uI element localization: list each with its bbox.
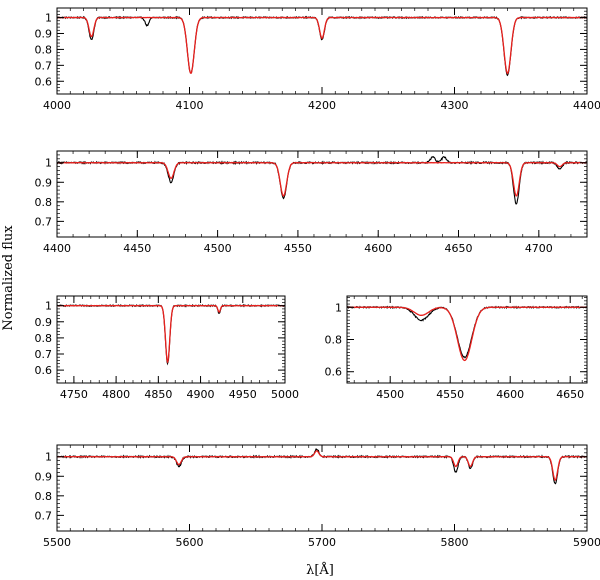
x-tick-label: 4750 xyxy=(60,388,88,401)
series-line-model xyxy=(57,304,285,364)
panels: 4000 4100 4200 4300 4400 0.6 0.7 0.8 0.9 1 4400 445… xyxy=(35,7,600,549)
spectrum-panel-4: 4500 4550 4600 4650 0.6 0.8 1 xyxy=(325,295,588,401)
spectrum-panel-2: 4400 4450 4500 4550 4600 4650 4700 0.7 0.8 0.9 1 xyxy=(35,150,588,255)
x-tick-label: 4550 xyxy=(284,242,312,255)
series-line-observed xyxy=(57,448,587,485)
x-axis-title: λ[Å] xyxy=(306,562,334,578)
series-line-model xyxy=(57,450,587,481)
y-tick-label: 0.7 xyxy=(35,215,53,228)
x-tick-label: 4600 xyxy=(364,242,392,255)
y-tick-label: 1 xyxy=(45,300,52,313)
x-tick-label: 5800 xyxy=(441,536,469,549)
y-axis-title: Normalized flux xyxy=(1,225,16,331)
series-line-model xyxy=(57,16,587,75)
series-line-observed xyxy=(347,305,587,359)
y-tick-label: 0.6 xyxy=(325,366,343,379)
series-line-observed xyxy=(57,156,587,205)
spectrum-panel-1: 4000 4100 4200 4300 4400 0.6 0.7 0.8 0.9 1 xyxy=(35,7,600,112)
y-tick-label: 0.9 xyxy=(35,27,53,40)
y-tick-label: 1 xyxy=(335,301,342,314)
y-tick-label: 0.7 xyxy=(35,59,53,72)
y-tick-label: 0.7 xyxy=(35,509,53,522)
x-tick-label: 4300 xyxy=(441,99,469,112)
series-line-observed xyxy=(57,303,285,366)
plot-frame xyxy=(56,7,588,95)
series-line-model xyxy=(57,161,587,197)
plot-frame xyxy=(56,444,588,532)
y-tick-label: 0.9 xyxy=(35,316,53,329)
x-tick-label: 5600 xyxy=(176,536,204,549)
x-tick-label: 4550 xyxy=(436,388,464,401)
y-tick-label: 0.6 xyxy=(35,75,53,88)
x-tick-label: 4500 xyxy=(376,388,404,401)
x-tick-label: 4900 xyxy=(187,388,215,401)
x-tick-label: 4450 xyxy=(123,242,151,255)
x-tick-label: 4400 xyxy=(573,99,600,112)
series-line-observed xyxy=(57,15,587,77)
y-tick-label: 0.9 xyxy=(35,470,53,483)
x-tick-label: 4200 xyxy=(308,99,336,112)
y-tick-label: 0.8 xyxy=(35,332,53,345)
y-tick-label: 0.8 xyxy=(35,490,53,503)
plot-frame xyxy=(56,295,286,384)
series-line-model xyxy=(347,306,587,362)
spectrum-panel-3: 4750 4800 4850 4900 4950 5000 0.6 0.7 0.8 0.9 1 xyxy=(35,295,299,401)
x-tick-label: 5000 xyxy=(271,388,299,401)
y-tick-label: 0.7 xyxy=(35,348,53,361)
x-tick-label: 4800 xyxy=(102,388,130,401)
x-tick-label: 4650 xyxy=(556,388,584,401)
x-tick-label: 4600 xyxy=(496,388,524,401)
x-tick-label: 4500 xyxy=(204,242,232,255)
x-tick-label: 5700 xyxy=(308,536,336,549)
x-tick-label: 5900 xyxy=(573,536,600,549)
y-tick-label: 0.8 xyxy=(35,43,53,56)
x-tick-label: 4850 xyxy=(144,388,172,401)
x-tick-label: 4400 xyxy=(43,242,71,255)
y-tick-label: 0.6 xyxy=(35,364,53,377)
x-tick-label: 4100 xyxy=(176,99,204,112)
plot-frame xyxy=(346,295,588,384)
spectrum-panel-5: 5500 5600 5700 5800 5900 0.7 0.8 0.9 1 xyxy=(35,444,600,549)
x-tick-label: 4700 xyxy=(525,242,553,255)
y-tick-label: 0.8 xyxy=(325,334,343,347)
y-tick-label: 1 xyxy=(45,157,52,170)
x-tick-label: 5500 xyxy=(43,536,71,549)
x-tick-label: 4950 xyxy=(229,388,257,401)
y-tick-label: 0.8 xyxy=(35,196,53,209)
y-tick-label: 1 xyxy=(45,451,52,464)
y-tick-label: 0.9 xyxy=(35,176,53,189)
x-tick-label: 4650 xyxy=(445,242,473,255)
y-tick-label: 1 xyxy=(45,12,52,25)
x-tick-label: 4000 xyxy=(43,99,71,112)
plot-frame xyxy=(56,150,588,238)
